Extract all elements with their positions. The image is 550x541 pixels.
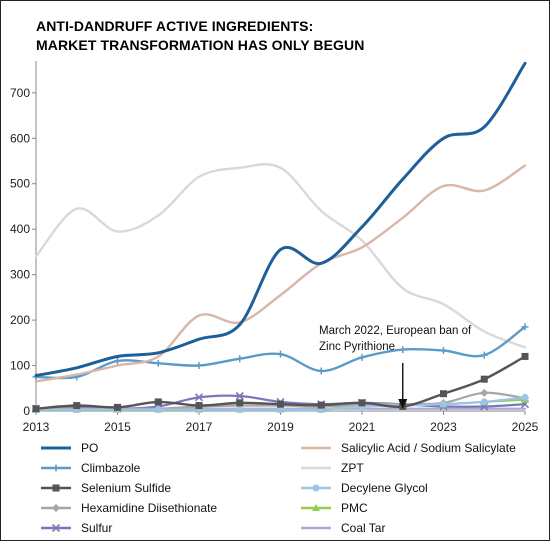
- data-point-selenium-sulfide: [195, 402, 203, 410]
- series-line-salicylic-acid-sodium-salicylate: [34, 164, 527, 383]
- data-point-sulfur: [194, 393, 204, 402]
- legend-label-decylene-glycol: Decylene Glycol: [341, 481, 428, 495]
- chart-title-line-1: ANTI-DANDRUFF ACTIVE INGREDIENTS:: [36, 18, 314, 34]
- legend-label-coal-tar: Coal Tar: [341, 521, 385, 535]
- data-point-selenium-sulfide: [73, 402, 81, 410]
- x-tick-label: 2023: [430, 420, 457, 434]
- data-point-decylene-glycol: [236, 406, 244, 414]
- chart-title-line-2: MARKET TRANSFORMATION HAS ONLY BEGUN: [36, 37, 365, 53]
- data-point-climbazole: [440, 347, 447, 355]
- data-point-selenium-sulfide: [521, 352, 529, 360]
- data-point-selenium-sulfide: [277, 400, 284, 408]
- x-tick-label: 2013: [23, 420, 50, 434]
- y-tick-label: 400: [10, 222, 30, 236]
- x-tick-label: 2025: [512, 420, 539, 434]
- legend-label-po: PO: [81, 441, 98, 455]
- x-tick-label: 2021: [349, 420, 376, 434]
- legend-marker-selenium-sulfide: [52, 484, 60, 492]
- data-point-selenium-sulfide: [32, 405, 40, 413]
- data-point-climbazole: [154, 359, 162, 367]
- data-point-selenium-sulfide: [236, 399, 244, 407]
- series-line-po: [34, 61, 527, 377]
- y-tick-label: 700: [10, 86, 30, 100]
- x-tick-label: 2015: [104, 420, 131, 434]
- data-point-decylene-glycol: [277, 406, 284, 414]
- data-point-sulfur: [235, 391, 244, 401]
- legend-marker-hexamidine-diisethionate: [52, 504, 60, 512]
- legend-label-pmc: PMC: [341, 501, 368, 515]
- data-point-climbazole: [195, 362, 203, 370]
- legend-marker-sulfur: [51, 523, 61, 533]
- legend-marker-climbazole: [52, 464, 60, 472]
- legend-label-climbazole: Climbazole: [81, 461, 141, 475]
- data-point-selenium-sulfide: [480, 375, 488, 383]
- chart-title: ANTI-DANDRUFF ACTIVE INGREDIENTS: MARKET…: [36, 17, 364, 55]
- x-tick-label: 2019: [267, 420, 294, 434]
- data-point-selenium-sulfide: [358, 399, 366, 407]
- y-tick-label: 0: [23, 404, 30, 418]
- data-point-decylene-glycol: [440, 400, 447, 408]
- y-tick-label: 100: [10, 359, 30, 373]
- legend-label-salicylic-acid-sodium-salicylate: Salicylic Acid / Sodium Salicylate: [341, 441, 516, 455]
- legend-marker-decylene-glycol: [312, 484, 320, 492]
- legend-label-selenium-sulfide: Selenium Sulfide: [81, 481, 171, 495]
- data-point-climbazole: [399, 346, 407, 354]
- data-point-selenium-sulfide: [317, 401, 325, 409]
- y-tick-label: 300: [10, 268, 30, 282]
- series-line-zpt: [34, 163, 527, 349]
- data-point-climbazole: [317, 367, 325, 375]
- data-point-climbazole: [236, 355, 244, 363]
- data-point-climbazole: [277, 350, 284, 358]
- data-point-selenium-sulfide: [440, 390, 447, 398]
- data-point-climbazole: [358, 353, 366, 361]
- y-tick-label: 600: [10, 131, 30, 145]
- annotation-text-line-2: Zinc Pyrithione: [319, 341, 395, 353]
- annotation-arrow-head: [398, 399, 408, 409]
- legend-marker-pmc: [312, 504, 320, 511]
- x-tick-label: 2017: [186, 420, 213, 434]
- legend-label-zpt: ZPT: [341, 461, 364, 475]
- y-tick-label: 200: [10, 313, 30, 327]
- legend-label-sulfur: Sulfur: [81, 521, 112, 535]
- data-point-climbazole: [480, 351, 488, 359]
- data-point-selenium-sulfide: [114, 403, 121, 411]
- data-point-decylene-glycol: [521, 393, 529, 401]
- data-point-decylene-glycol: [480, 398, 488, 406]
- data-point-hexamidine-diisethionate: [480, 388, 489, 397]
- y-tick-label: 500: [10, 177, 30, 191]
- annotation-text-line-1: March 2022, European ban of: [319, 325, 472, 337]
- data-point-climbazole: [114, 357, 121, 365]
- data-point-climbazole: [521, 323, 529, 331]
- data-point-selenium-sulfide: [154, 398, 162, 406]
- legend-label-hexamidine-diisethionate: Hexamidine Diisethionate: [81, 501, 217, 515]
- data-point-decylene-glycol: [154, 406, 162, 414]
